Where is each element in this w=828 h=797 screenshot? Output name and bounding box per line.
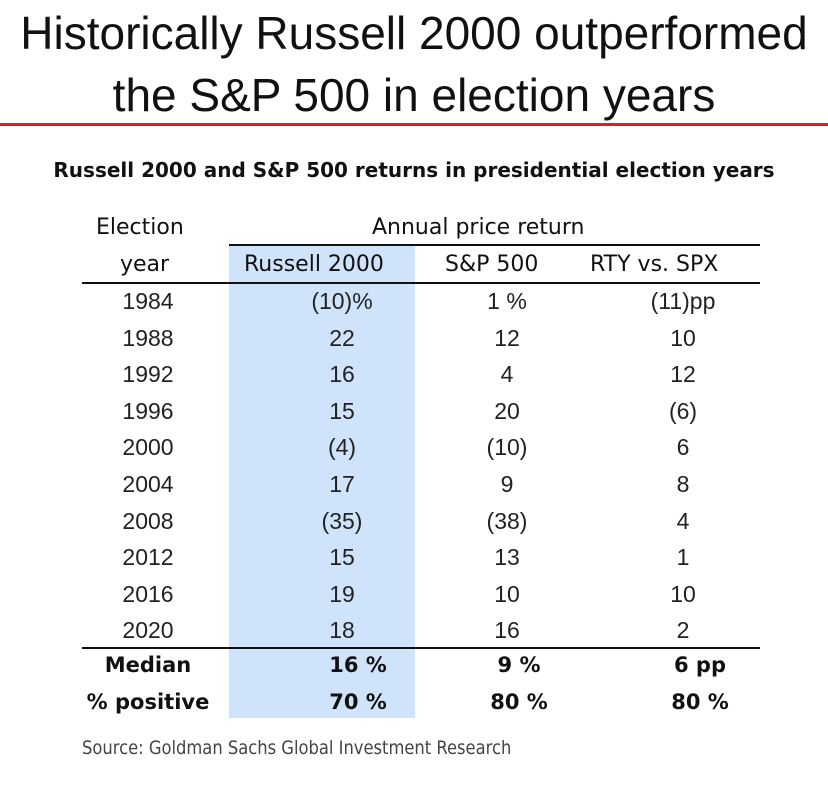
header-bottom-rule: [82, 282, 760, 284]
summary-russell: 16 %: [329, 653, 387, 677]
headline-divider: [0, 123, 828, 126]
row-rty-vs-spx: 10: [670, 580, 696, 607]
row-russell-return: 16: [329, 361, 355, 388]
headline-line-2: the S&P 500 in election years: [112, 69, 716, 121]
headline: Historically Russell 2000 outperformed t…: [0, 0, 828, 126]
row-year: 2008: [122, 507, 174, 534]
row-sp500-return: 12: [494, 324, 520, 351]
summary-label: Median: [104, 653, 192, 677]
summary-sp500: 80 %: [490, 690, 548, 714]
row-rty-vs-spx: 10: [670, 324, 696, 351]
row-sp500-return: 4: [500, 361, 514, 388]
row-year: 1988: [122, 324, 174, 351]
row-russell-return: 18: [329, 617, 355, 644]
row-rty-vs-spx: 4: [676, 507, 690, 534]
table-title: Russell 2000 and S&P 500 returns in pres…: [53, 158, 775, 182]
row-russell-return: (35): [321, 507, 363, 534]
row-rty-vs-spx: 2: [676, 617, 690, 644]
row-year: 2016: [122, 580, 174, 607]
row-year: 2020: [122, 617, 174, 644]
row-rty-vs-spx: (11)pp: [650, 288, 716, 314]
row-russell-return: 15: [329, 544, 355, 571]
row-year: 1984: [122, 288, 174, 314]
row-rty-vs-spx: 8: [676, 471, 690, 497]
summary-rty-vs-spx: 80 %: [671, 690, 729, 714]
row-year: 2004: [122, 471, 174, 497]
russell-column-highlight: [229, 246, 415, 718]
row-rty-vs-spx: 1: [676, 544, 690, 571]
row-russell-return: 17: [329, 471, 355, 497]
row-sp500-return: (38): [486, 507, 528, 534]
row-russell-return: (10)%: [311, 288, 373, 314]
row-sp500-return: 9: [500, 471, 514, 497]
source-note: Source: Goldman Sachs Global Investment …: [82, 737, 512, 759]
row-sp500-return: 13: [494, 544, 520, 571]
header-group-rule: [229, 244, 760, 246]
header-group-label: Annual price return: [372, 215, 585, 240]
row-year: 2000: [122, 434, 174, 461]
row-sp500-return: 16: [494, 617, 520, 644]
header-year-line2: year: [120, 252, 170, 277]
row-year: 1996: [122, 397, 174, 424]
row-year: 1992: [122, 361, 174, 388]
row-rty-vs-spx: (6): [668, 397, 698, 424]
row-rty-vs-spx: 6: [676, 434, 690, 461]
headline-line-1: Historically Russell 2000 outperformed: [20, 7, 808, 59]
summary-rule: [82, 647, 760, 649]
row-russell-return: 19: [329, 580, 355, 607]
row-russell-return: (4): [327, 434, 357, 461]
summary-label: % positive: [86, 690, 210, 714]
header-col-sp500: S&P 500: [445, 252, 539, 277]
row-sp500-return: 1 %: [487, 288, 527, 314]
header-col-rty-vs-spx: RTY vs. SPX: [590, 252, 719, 277]
header-year-line1: Election: [96, 215, 184, 240]
row-sp500-return: (10): [486, 434, 528, 461]
row-sp500-return: 10: [494, 580, 520, 607]
header-col-russell: Russell 2000: [244, 252, 384, 277]
summary-sp500: 9 %: [497, 653, 541, 677]
row-russell-return: 15: [329, 397, 355, 424]
row-year: 2012: [122, 544, 174, 571]
row-rty-vs-spx: 12: [670, 361, 696, 388]
row-russell-return: 22: [329, 324, 355, 351]
row-sp500-return: 20: [494, 397, 520, 424]
summary-rty-vs-spx: 6 pp: [674, 653, 726, 677]
summary-russell: 70 %: [329, 690, 387, 714]
